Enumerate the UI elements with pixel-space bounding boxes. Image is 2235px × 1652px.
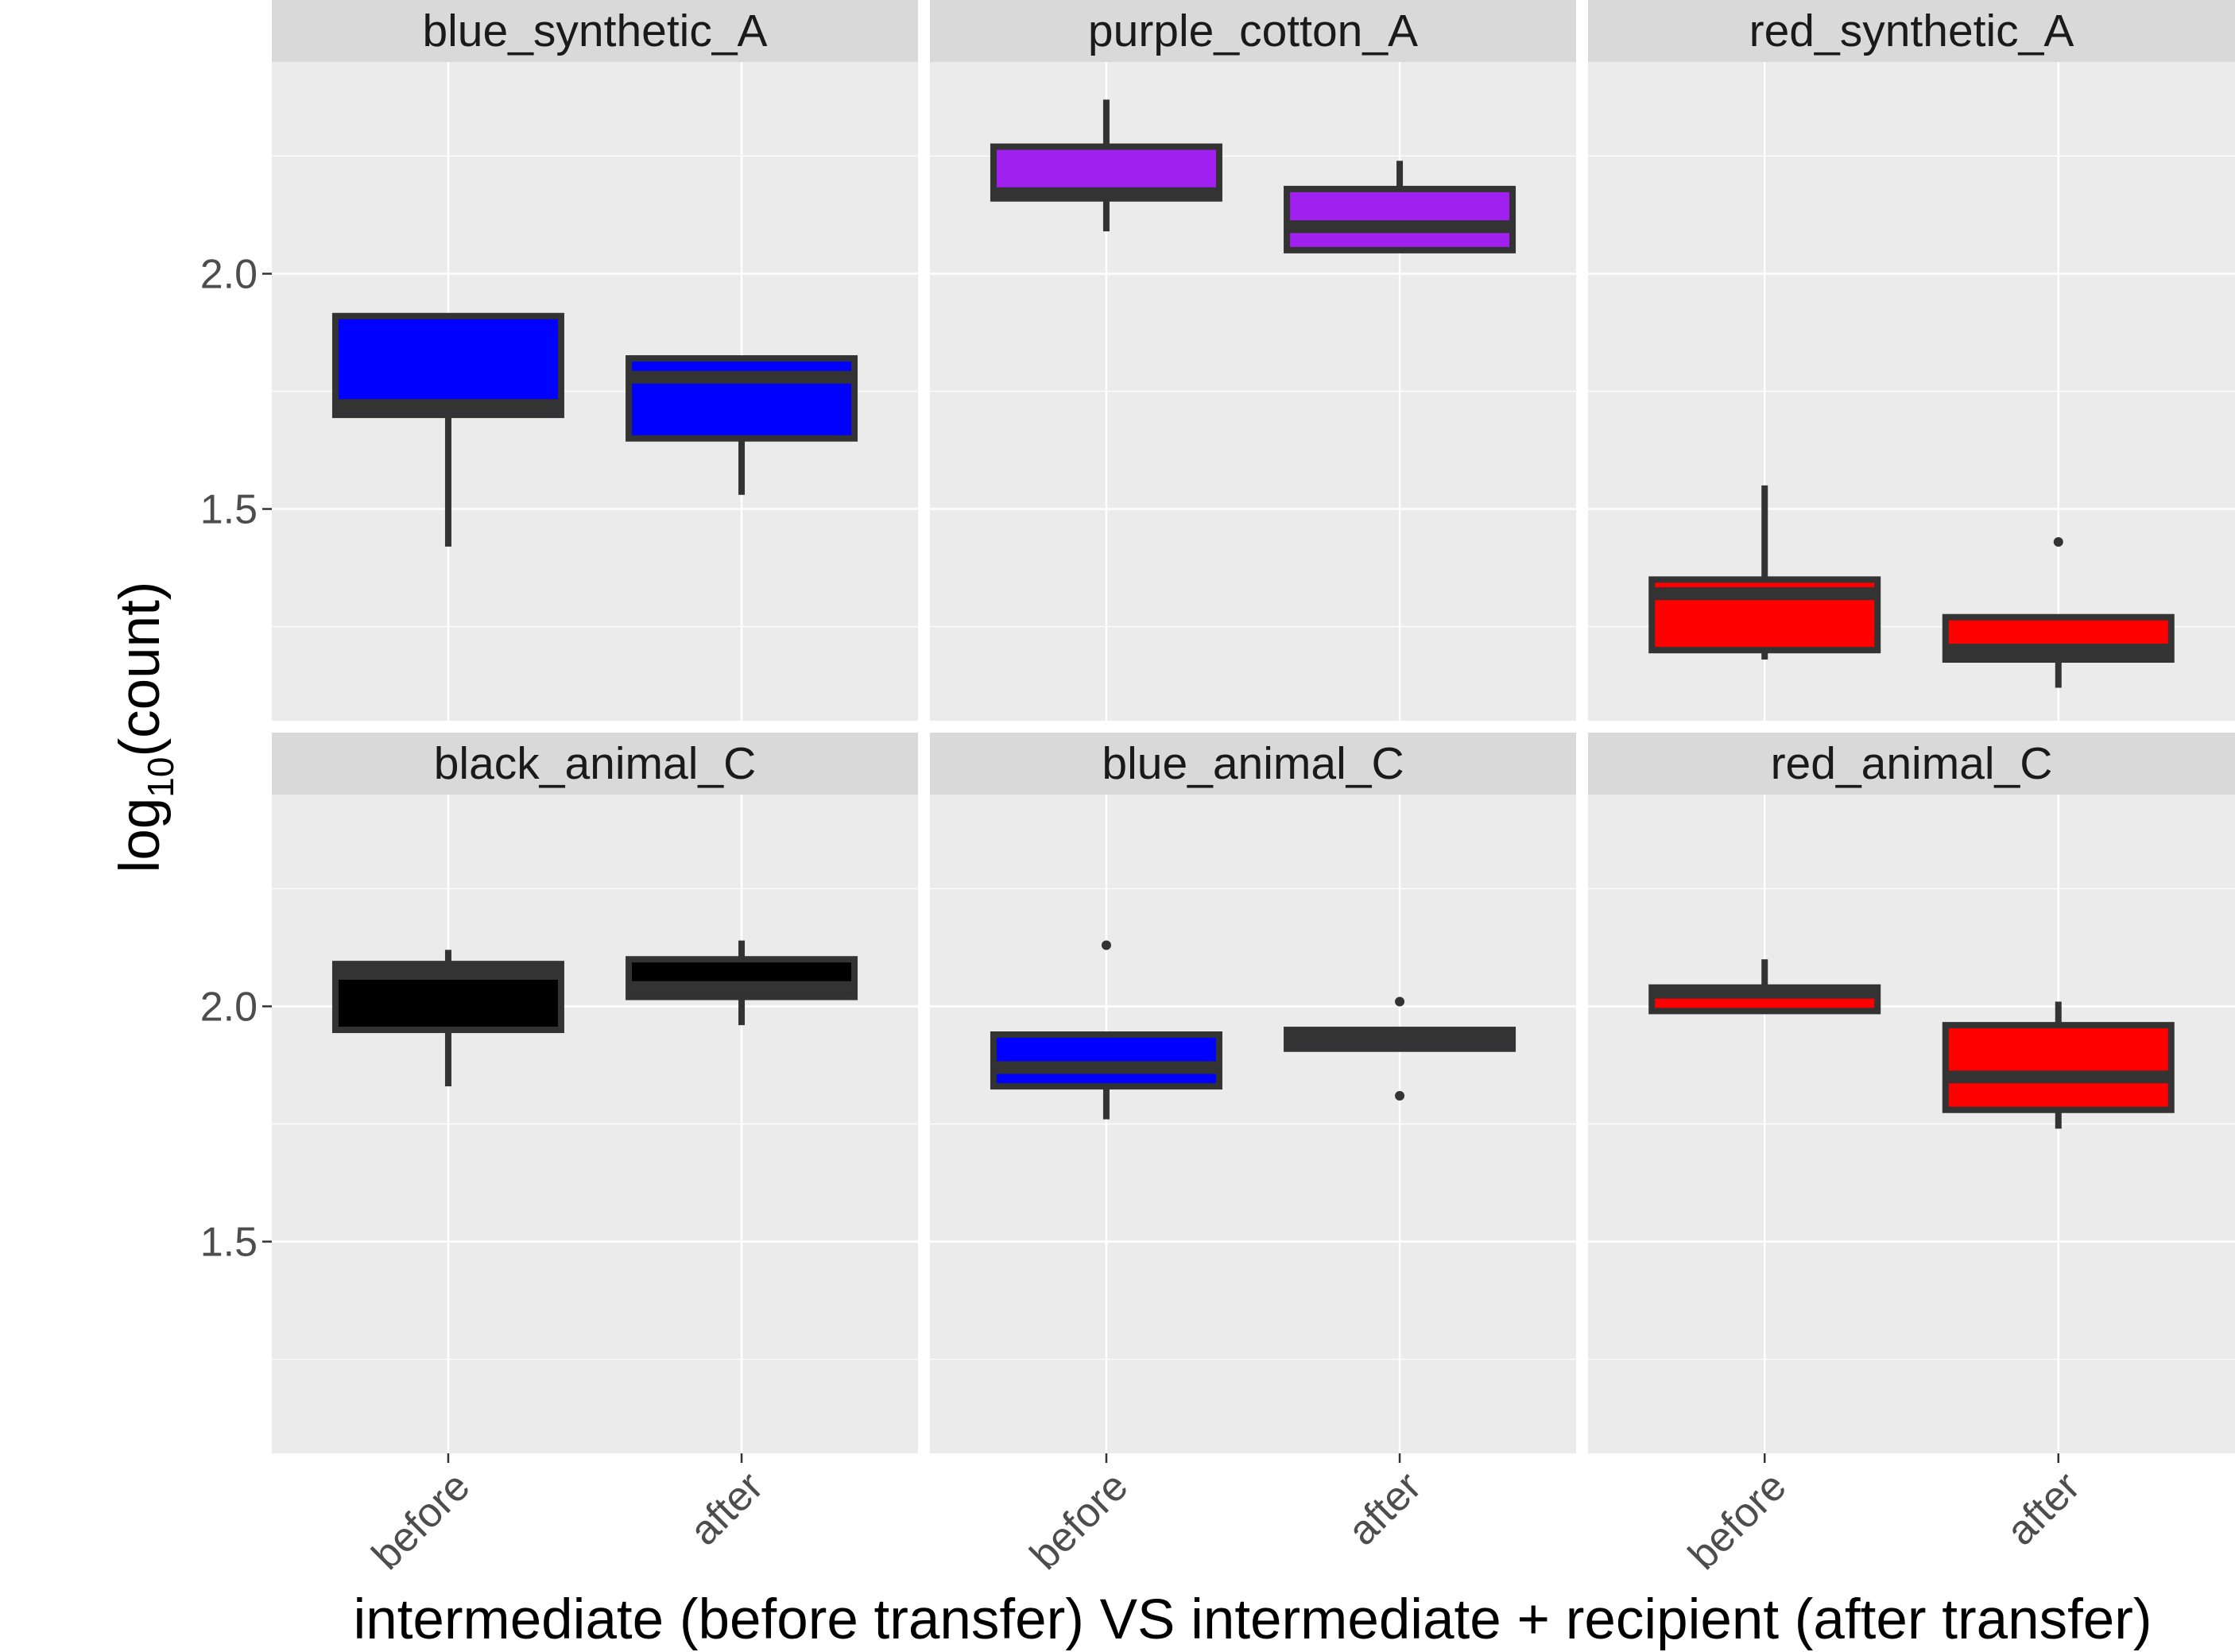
box-body	[1942, 1022, 2175, 1113]
box-black_animal_C-before	[331, 950, 564, 1087]
facet-strip-label: red_animal_C	[1771, 738, 2053, 789]
outlier-point	[1395, 996, 1405, 1007]
x-tick-label: before	[363, 1463, 478, 1578]
y-tick-label: 2.0	[200, 984, 258, 1030]
box-body	[990, 1031, 1222, 1090]
box-blue_synthetic_A-after	[626, 355, 858, 495]
facet-strip	[1588, 0, 2235, 62]
facet-strip	[930, 0, 1576, 62]
x-tick-label: after	[1339, 1463, 1431, 1554]
outlier-point	[1101, 940, 1111, 950]
panel-purple_cotton_A: purple_cotton_A	[930, 0, 1576, 721]
box-blue_animal_C-before	[990, 940, 1222, 1120]
box-red_synthetic_A-before	[1648, 485, 1881, 660]
x-tick-label: after	[681, 1463, 773, 1554]
box-blue_synthetic_A-before	[331, 312, 564, 547]
box-body	[626, 355, 858, 442]
facet-strip-label: blue_synthetic_A	[422, 6, 767, 56]
facet-strip	[930, 733, 1576, 795]
box-purple_cotton_A-after	[1284, 161, 1516, 253]
box-red_animal_C-after	[1942, 1001, 2175, 1129]
box-body	[331, 312, 564, 419]
box-black_animal_C-after	[626, 940, 858, 1026]
box-purple_cotton_A-before	[990, 99, 1222, 232]
x-tick-label: before	[1021, 1463, 1137, 1578]
x-tick-label: after	[1998, 1463, 2090, 1554]
y-tick-label: 2.0	[200, 251, 258, 297]
facet-strip-label: blue_animal_C	[1102, 738, 1404, 789]
facet-strip	[1588, 733, 2235, 795]
facet-strip	[272, 733, 918, 795]
y-tick-label: 1.5	[200, 487, 258, 533]
facet-strip-label: black_animal_C	[434, 738, 757, 789]
box-blue_animal_C-after	[1284, 996, 1516, 1101]
panel-blue_synthetic_A: blue_synthetic_A 1.5 2.0	[200, 0, 918, 721]
panel-black_animal_C: black_animal_C 1.5 2.0 before after	[200, 733, 918, 1579]
panel-red_synthetic_A: red_synthetic_A	[1588, 0, 2235, 721]
box-red_synthetic_A-after	[1942, 536, 2175, 688]
box-body	[1284, 185, 1516, 253]
box-red_animal_C-before	[1648, 959, 1881, 1015]
outlier-point	[2053, 536, 2063, 547]
outlier-point	[1395, 1090, 1405, 1101]
facet-strip-label: purple_cotton_A	[1088, 6, 1418, 56]
facet-strip	[272, 0, 918, 62]
y-tick-label: 1.5	[200, 1220, 258, 1266]
x-tick-label: before	[1679, 1463, 1795, 1578]
x-axis-title: intermediate (before transfer) VS interm…	[353, 1588, 2152, 1651]
y-axis-title: log10(count)	[109, 582, 181, 873]
facet-strip-label: red_synthetic_A	[1749, 6, 2074, 56]
